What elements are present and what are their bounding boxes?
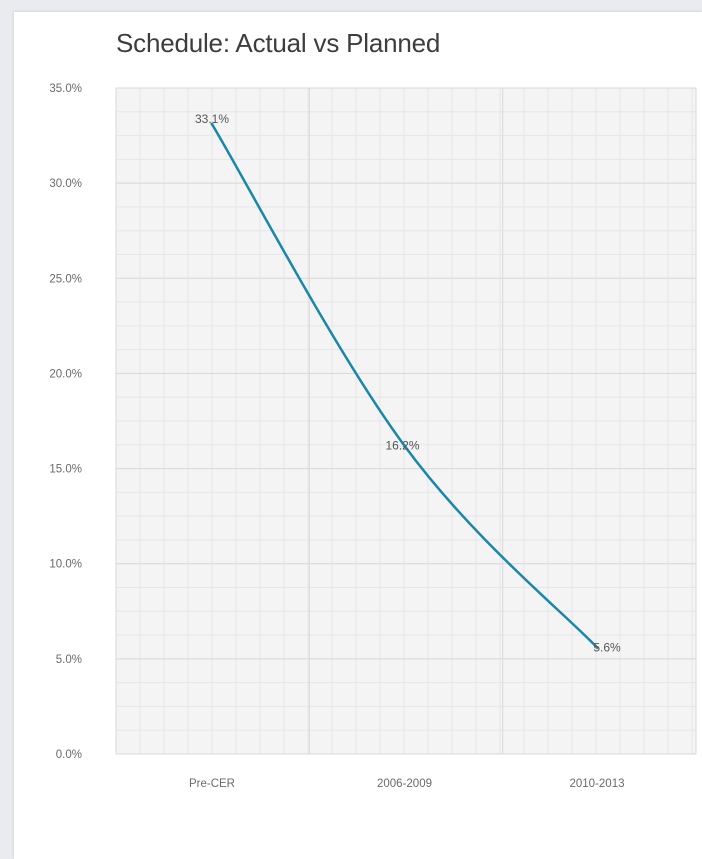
y-tick-label: 20.0%	[49, 368, 82, 380]
chart-title: Schedule: Actual vs Planned	[116, 28, 441, 58]
y-tick-label: 25.0%	[49, 273, 82, 285]
data-point	[595, 645, 599, 649]
y-tick-label: 0.0%	[56, 749, 82, 761]
data-label: 33.1%	[195, 112, 229, 126]
x-tick-label: Pre-CER	[189, 778, 235, 790]
y-tick-label: 5.0%	[56, 654, 82, 666]
y-tick-label: 35.0%	[49, 83, 82, 95]
series-line	[210, 123, 598, 649]
data-label: 16.2%	[385, 439, 419, 453]
y-tick-label: 15.0%	[49, 464, 82, 476]
x-tick-label: 2006-2009	[377, 778, 432, 790]
y-tick-label: 10.0%	[49, 559, 82, 571]
x-tick-label: 2010-2013	[570, 778, 625, 790]
data-point	[403, 444, 406, 448]
data-point	[210, 122, 214, 126]
data-label: 5.6%	[593, 640, 621, 654]
y-tick-label: 30.0%	[49, 178, 82, 190]
